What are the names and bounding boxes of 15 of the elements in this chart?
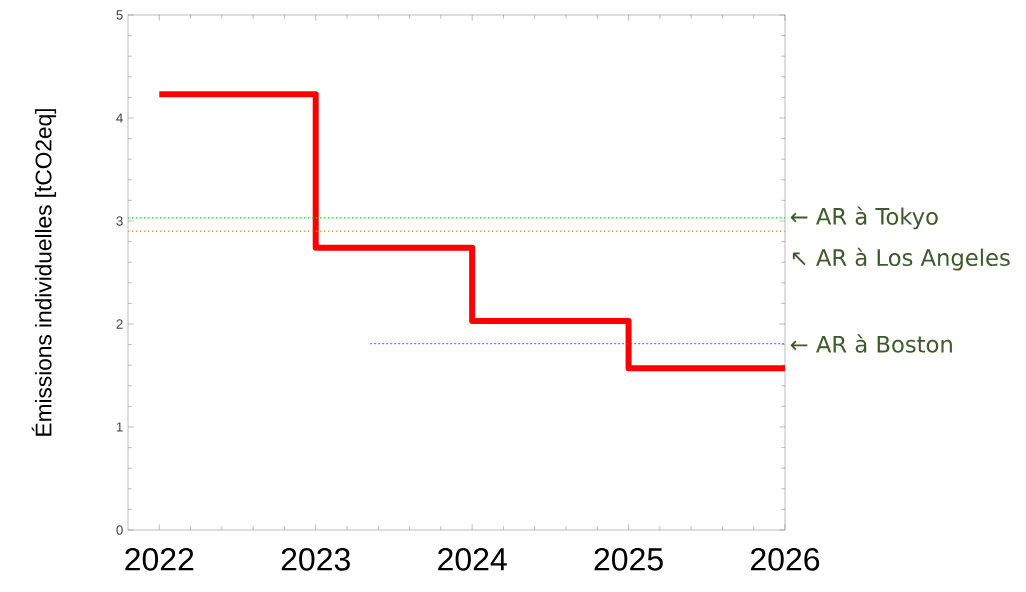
x-tick-label: 2024 — [438, 548, 507, 571]
x-tick-label: 2026 — [751, 548, 820, 571]
y-axis-title: Émissions individuelles [tCO2eq] — [31, 109, 57, 436]
y-tick-label: 3 — [116, 216, 123, 226]
x-tick-label: 2022 — [125, 548, 194, 571]
series-label: ← AR à Boston — [790, 334, 952, 353]
x-tick-label: 2023 — [281, 548, 350, 571]
y-tick-label: 1 — [116, 422, 123, 432]
y-tick-label: 2 — [116, 319, 123, 329]
y-tick-label: 0 — [116, 525, 123, 535]
ref-line-label: ↖ AR à Los Angeles — [792, 247, 1010, 271]
y-tick-label: 5 — [116, 10, 123, 20]
ref-line-label: ← AR à Tokyo — [790, 206, 938, 230]
y-tick-label: 4 — [116, 113, 123, 123]
x-tick-label: 2025 — [594, 548, 663, 571]
